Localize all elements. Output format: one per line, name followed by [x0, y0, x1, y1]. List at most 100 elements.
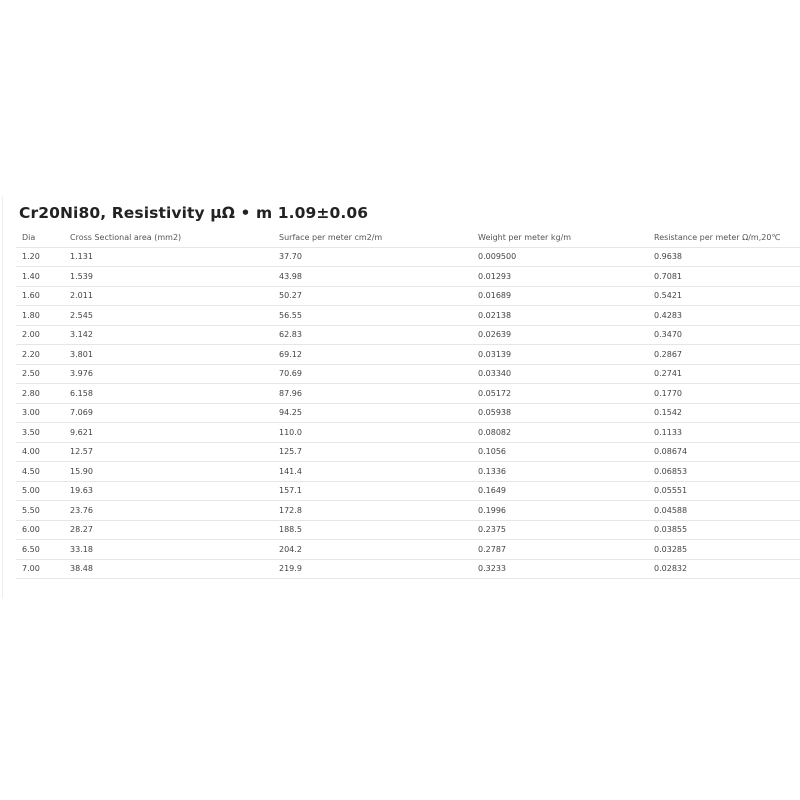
cell-surface: 56.55 — [273, 305, 472, 326]
cell-resistance: 0.2867 — [648, 344, 800, 365]
cell-dia: 3.50 — [16, 422, 64, 443]
cell-weight: 0.05938 — [472, 403, 648, 423]
cell-cross-section: 28.27 — [64, 520, 273, 540]
cell-dia: 1.20 — [16, 247, 64, 267]
table-row: 2.80 6.158 87.96 0.05172 0.1770 — [16, 383, 800, 404]
cell-cross-section: 6.158 — [64, 383, 273, 404]
cell-resistance: 0.06853 — [648, 461, 800, 482]
cell-dia: 3.00 — [16, 403, 64, 423]
table-row: 6.00 28.27 188.5 0.2375 0.03855 — [16, 520, 800, 540]
table-row: 1.80 2.545 56.55 0.02138 0.4283 — [16, 305, 800, 326]
cell-weight: 0.3233 — [472, 559, 648, 579]
cell-weight: 0.1336 — [472, 461, 648, 482]
cell-dia: 2.20 — [16, 344, 64, 365]
cell-surface: 219.9 — [273, 559, 472, 579]
cell-dia: 1.80 — [16, 305, 64, 326]
table-header-row: Dia Cross Sectional area (mm2) Surface p… — [16, 228, 800, 248]
cell-dia: 1.40 — [16, 266, 64, 287]
cell-surface: 110.0 — [273, 422, 472, 443]
cell-cross-section: 38.48 — [64, 559, 273, 579]
left-divider — [2, 196, 3, 598]
cell-surface: 141.4 — [273, 461, 472, 482]
cell-resistance: 0.5421 — [648, 286, 800, 306]
cell-dia: 4.00 — [16, 442, 64, 462]
table-row: 1.40 1.539 43.98 0.01293 0.7081 — [16, 266, 800, 287]
cell-resistance: 0.03855 — [648, 520, 800, 540]
cell-dia: 1.60 — [16, 286, 64, 306]
cell-dia: 5.50 — [16, 500, 64, 521]
cell-cross-section: 1.539 — [64, 266, 273, 287]
table-row: 4.00 12.57 125.7 0.1056 0.08674 — [16, 442, 800, 462]
cell-resistance: 0.7081 — [648, 266, 800, 287]
cell-dia: 5.00 — [16, 481, 64, 501]
table-row: 6.50 33.18 204.2 0.2787 0.03285 — [16, 539, 800, 560]
cell-cross-section: 3.801 — [64, 344, 273, 365]
cell-resistance: 0.04588 — [648, 500, 800, 521]
cell-cross-section: 19.63 — [64, 481, 273, 501]
header-weight: Weight per meter kg/m — [472, 228, 648, 248]
cell-cross-section: 33.18 — [64, 539, 273, 560]
cell-resistance: 0.3470 — [648, 325, 800, 345]
table-row: 1.20 1.131 37.70 0.009500 0.9638 — [16, 247, 800, 267]
cell-surface: 188.5 — [273, 520, 472, 540]
cell-resistance: 0.08674 — [648, 442, 800, 462]
cell-weight: 0.01689 — [472, 286, 648, 306]
cell-resistance: 0.4283 — [648, 305, 800, 326]
cell-dia: 4.50 — [16, 461, 64, 482]
cell-resistance: 0.05551 — [648, 481, 800, 501]
table-row: 4.50 15.90 141.4 0.1336 0.06853 — [16, 461, 800, 482]
cell-dia: 2.00 — [16, 325, 64, 345]
cell-surface: 172.8 — [273, 500, 472, 521]
table-row: 3.00 7.069 94.25 0.05938 0.1542 — [16, 403, 800, 423]
cell-resistance: 0.9638 — [648, 247, 800, 267]
cell-cross-section: 12.57 — [64, 442, 273, 462]
cell-dia: 6.00 — [16, 520, 64, 540]
cell-cross-section: 23.76 — [64, 500, 273, 521]
cell-dia: 7.00 — [16, 559, 64, 579]
cell-cross-section: 9.621 — [64, 422, 273, 443]
cell-cross-section: 7.069 — [64, 403, 273, 423]
cell-surface: 50.27 — [273, 286, 472, 306]
table-row: 7.00 38.48 219.9 0.3233 0.02832 — [16, 559, 800, 579]
cell-weight: 0.1996 — [472, 500, 648, 521]
cell-cross-section: 1.131 — [64, 247, 273, 267]
table-row: 2.50 3.976 70.69 0.03340 0.2741 — [16, 364, 800, 384]
cell-resistance: 0.1542 — [648, 403, 800, 423]
header-cross-section: Cross Sectional area (mm2) — [64, 228, 273, 248]
cell-weight: 0.03340 — [472, 364, 648, 384]
cell-weight: 0.02138 — [472, 305, 648, 326]
cell-surface: 87.96 — [273, 383, 472, 404]
cell-dia: 2.50 — [16, 364, 64, 384]
cell-surface: 94.25 — [273, 403, 472, 423]
cell-weight: 0.009500 — [472, 247, 648, 267]
page-title: Cr20Ni80, Resistivity μΩ • m 1.09±0.06 — [19, 204, 369, 222]
cell-weight: 0.08082 — [472, 422, 648, 443]
table-row: 1.60 2.011 50.27 0.01689 0.5421 — [16, 286, 800, 306]
table-row: 2.00 3.142 62.83 0.02639 0.3470 — [16, 325, 800, 345]
cell-surface: 125.7 — [273, 442, 472, 462]
cell-resistance: 0.1133 — [648, 422, 800, 443]
cell-cross-section: 3.142 — [64, 325, 273, 345]
table-row: 5.00 19.63 157.1 0.1649 0.05551 — [16, 481, 800, 501]
cell-weight: 0.2375 — [472, 520, 648, 540]
cell-cross-section: 2.011 — [64, 286, 273, 306]
cell-dia: 6.50 — [16, 539, 64, 560]
cell-weight: 0.01293 — [472, 266, 648, 287]
resistance-table: Dia Cross Sectional area (mm2) Surface p… — [16, 228, 800, 579]
cell-surface: 62.83 — [273, 325, 472, 345]
cell-weight: 0.03139 — [472, 344, 648, 365]
cell-weight: 0.2787 — [472, 539, 648, 560]
cell-resistance: 0.1770 — [648, 383, 800, 404]
cell-weight: 0.02639 — [472, 325, 648, 345]
cell-cross-section: 3.976 — [64, 364, 273, 384]
cell-dia: 2.80 — [16, 383, 64, 404]
cell-surface: 204.2 — [273, 539, 472, 560]
cell-surface: 157.1 — [273, 481, 472, 501]
cell-cross-section: 15.90 — [64, 461, 273, 482]
cell-weight: 0.05172 — [472, 383, 648, 404]
table-row: 3.50 9.621 110.0 0.08082 0.1133 — [16, 422, 800, 443]
header-resistance: Resistance per meter Ω/m,20℃ — [648, 228, 800, 248]
cell-cross-section: 2.545 — [64, 305, 273, 326]
table-row: 2.20 3.801 69.12 0.03139 0.2867 — [16, 344, 800, 365]
cell-surface: 69.12 — [273, 344, 472, 365]
